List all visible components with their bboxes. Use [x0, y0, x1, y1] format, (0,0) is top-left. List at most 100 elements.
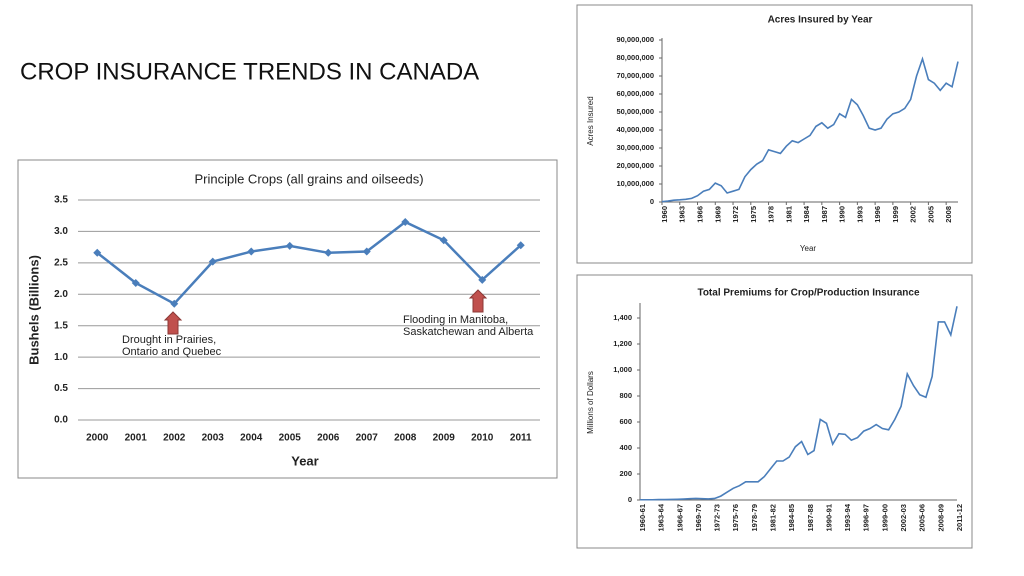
- x-tick-label: 1984: [802, 205, 811, 223]
- x-tick-label: 2002: [163, 433, 186, 444]
- y-tick-label: 600: [619, 417, 632, 426]
- annotation-arrow: [468, 289, 488, 313]
- x-tick-label: 1981: [784, 206, 793, 223]
- data-line: [661, 56, 959, 203]
- x-tick-label: 1960-61: [638, 504, 647, 532]
- x-tick-label: 2002: [909, 206, 918, 223]
- x-tick-label: 2010: [471, 433, 494, 444]
- data-point: [516, 241, 525, 250]
- x-tick-label: 1960: [660, 206, 669, 223]
- x-tick-label: 1993-94: [843, 503, 852, 531]
- data-point: [170, 299, 179, 308]
- y-tick-label: 3.5: [54, 195, 68, 206]
- y-tick-label: 1.5: [54, 320, 68, 331]
- x-tick-label: 1978: [767, 206, 776, 223]
- x-tick-label: 2005-06: [918, 504, 927, 532]
- y-tick-label: 800: [619, 391, 632, 400]
- annotation: Saskatchewan and Alberta: [403, 326, 534, 338]
- x-tick-label: 1999-00: [880, 504, 889, 532]
- y-tick-label: 20,000,000: [616, 161, 654, 170]
- annotation: Ontario and Quebec: [122, 346, 222, 358]
- x-tick-label: 1996-97: [862, 504, 871, 532]
- crops-chart: Principle Crops (all grains and oilseeds…: [17, 159, 558, 479]
- data-point: [131, 278, 140, 287]
- y-tick-label: 2.0: [54, 289, 68, 300]
- y-tick-label: 400: [619, 443, 632, 452]
- x-tick-label: 2007: [356, 433, 379, 444]
- x-tick-label: 2011-12: [955, 504, 964, 531]
- x-axis-label: Year: [291, 453, 318, 468]
- x-tick-label: 1981-82: [769, 504, 778, 532]
- y-tick-label: 40,000,000: [616, 125, 654, 134]
- y-tick-label: 60,000,000: [616, 89, 654, 98]
- y-tick-label: 0: [628, 495, 632, 504]
- x-tick-label: 1984-85: [787, 504, 796, 532]
- y-tick-label: 1.0: [54, 352, 68, 363]
- y-tick-label: 50,000,000: [616, 107, 654, 116]
- data-point: [208, 257, 217, 266]
- data-point: [93, 248, 102, 257]
- chart-frame: [576, 274, 973, 549]
- data-line: [640, 306, 958, 501]
- y-tick-label: 1,400: [613, 313, 632, 322]
- x-tick-label: 1993: [855, 206, 864, 223]
- y-axis-label: Bushels (Billions): [26, 255, 41, 365]
- x-tick-label: 2005: [926, 206, 935, 223]
- x-tick-label: 1987: [820, 206, 829, 223]
- x-tick-label: 2006: [317, 433, 340, 444]
- slide-title: CROP INSURANCE TRENDS IN CANADA: [20, 58, 479, 85]
- data-line: [96, 220, 522, 306]
- chart-frame: [576, 4, 973, 264]
- x-tick-label: 1969-70: [694, 504, 703, 532]
- data-point: [324, 248, 333, 257]
- x-tick-label: 1978-79: [750, 504, 759, 532]
- x-tick-label: 2008: [944, 206, 953, 223]
- y-tick-label: 0: [650, 197, 654, 206]
- x-tick-label: 2004: [240, 433, 263, 444]
- y-tick-label: 90,000,000: [616, 35, 654, 44]
- x-tick-label: 1975-76: [731, 504, 740, 532]
- x-axis-label: Year: [800, 244, 817, 253]
- y-tick-label: 0.5: [54, 383, 68, 394]
- x-tick-label: 1966: [696, 206, 705, 223]
- x-tick-label: 2003: [202, 433, 225, 444]
- chart-title: Principle Crops (all grains and oilseeds…: [194, 171, 423, 186]
- chart-title: Total Premiums for Crop/Production Insur…: [697, 288, 920, 299]
- y-tick-label: 70,000,000: [616, 71, 654, 80]
- x-tick-label: 2011: [510, 433, 532, 444]
- x-tick-label: 2002-03: [899, 504, 908, 532]
- x-tick-label: 2008-09: [936, 504, 945, 532]
- x-tick-label: 2001: [125, 433, 148, 444]
- premiums-chart: Total Premiums for Crop/Production Insur…: [576, 274, 973, 549]
- y-tick-label: 3.0: [54, 226, 68, 237]
- x-tick-label: 1990-91: [824, 504, 833, 532]
- y-tick-label: 0.0: [54, 415, 68, 426]
- x-tick-label: 1972-73: [713, 504, 722, 532]
- x-tick-label: 1972: [731, 206, 740, 223]
- data-point: [439, 236, 448, 245]
- y-tick-label: 80,000,000: [616, 53, 654, 62]
- y-axis-label: Acres Insured: [586, 96, 595, 145]
- data-point: [285, 241, 294, 250]
- x-tick-label: 1990: [838, 206, 847, 223]
- x-tick-label: 2005: [279, 433, 302, 444]
- data-point: [401, 218, 410, 226]
- chart-title: Acres Insured by Year: [768, 15, 873, 26]
- annotation-arrow: [163, 311, 183, 335]
- x-tick-label: 2000: [86, 433, 109, 444]
- annotation: Flooding in Manitoba,: [403, 314, 508, 326]
- annotation: Drought in Prairies,: [122, 334, 216, 346]
- x-tick-label: 1969: [713, 206, 722, 223]
- x-tick-label: 1975: [749, 206, 758, 223]
- y-tick-label: 200: [619, 469, 632, 478]
- x-tick-label: 1963: [678, 206, 687, 223]
- y-tick-label: 30,000,000: [616, 143, 654, 152]
- x-tick-label: 2009: [433, 433, 456, 444]
- chart-frame: [17, 159, 558, 479]
- x-tick-label: 1963-64: [657, 503, 666, 531]
- x-tick-label: 1987-88: [806, 504, 815, 532]
- data-point: [362, 247, 371, 256]
- x-tick-label: 1966-67: [675, 504, 684, 532]
